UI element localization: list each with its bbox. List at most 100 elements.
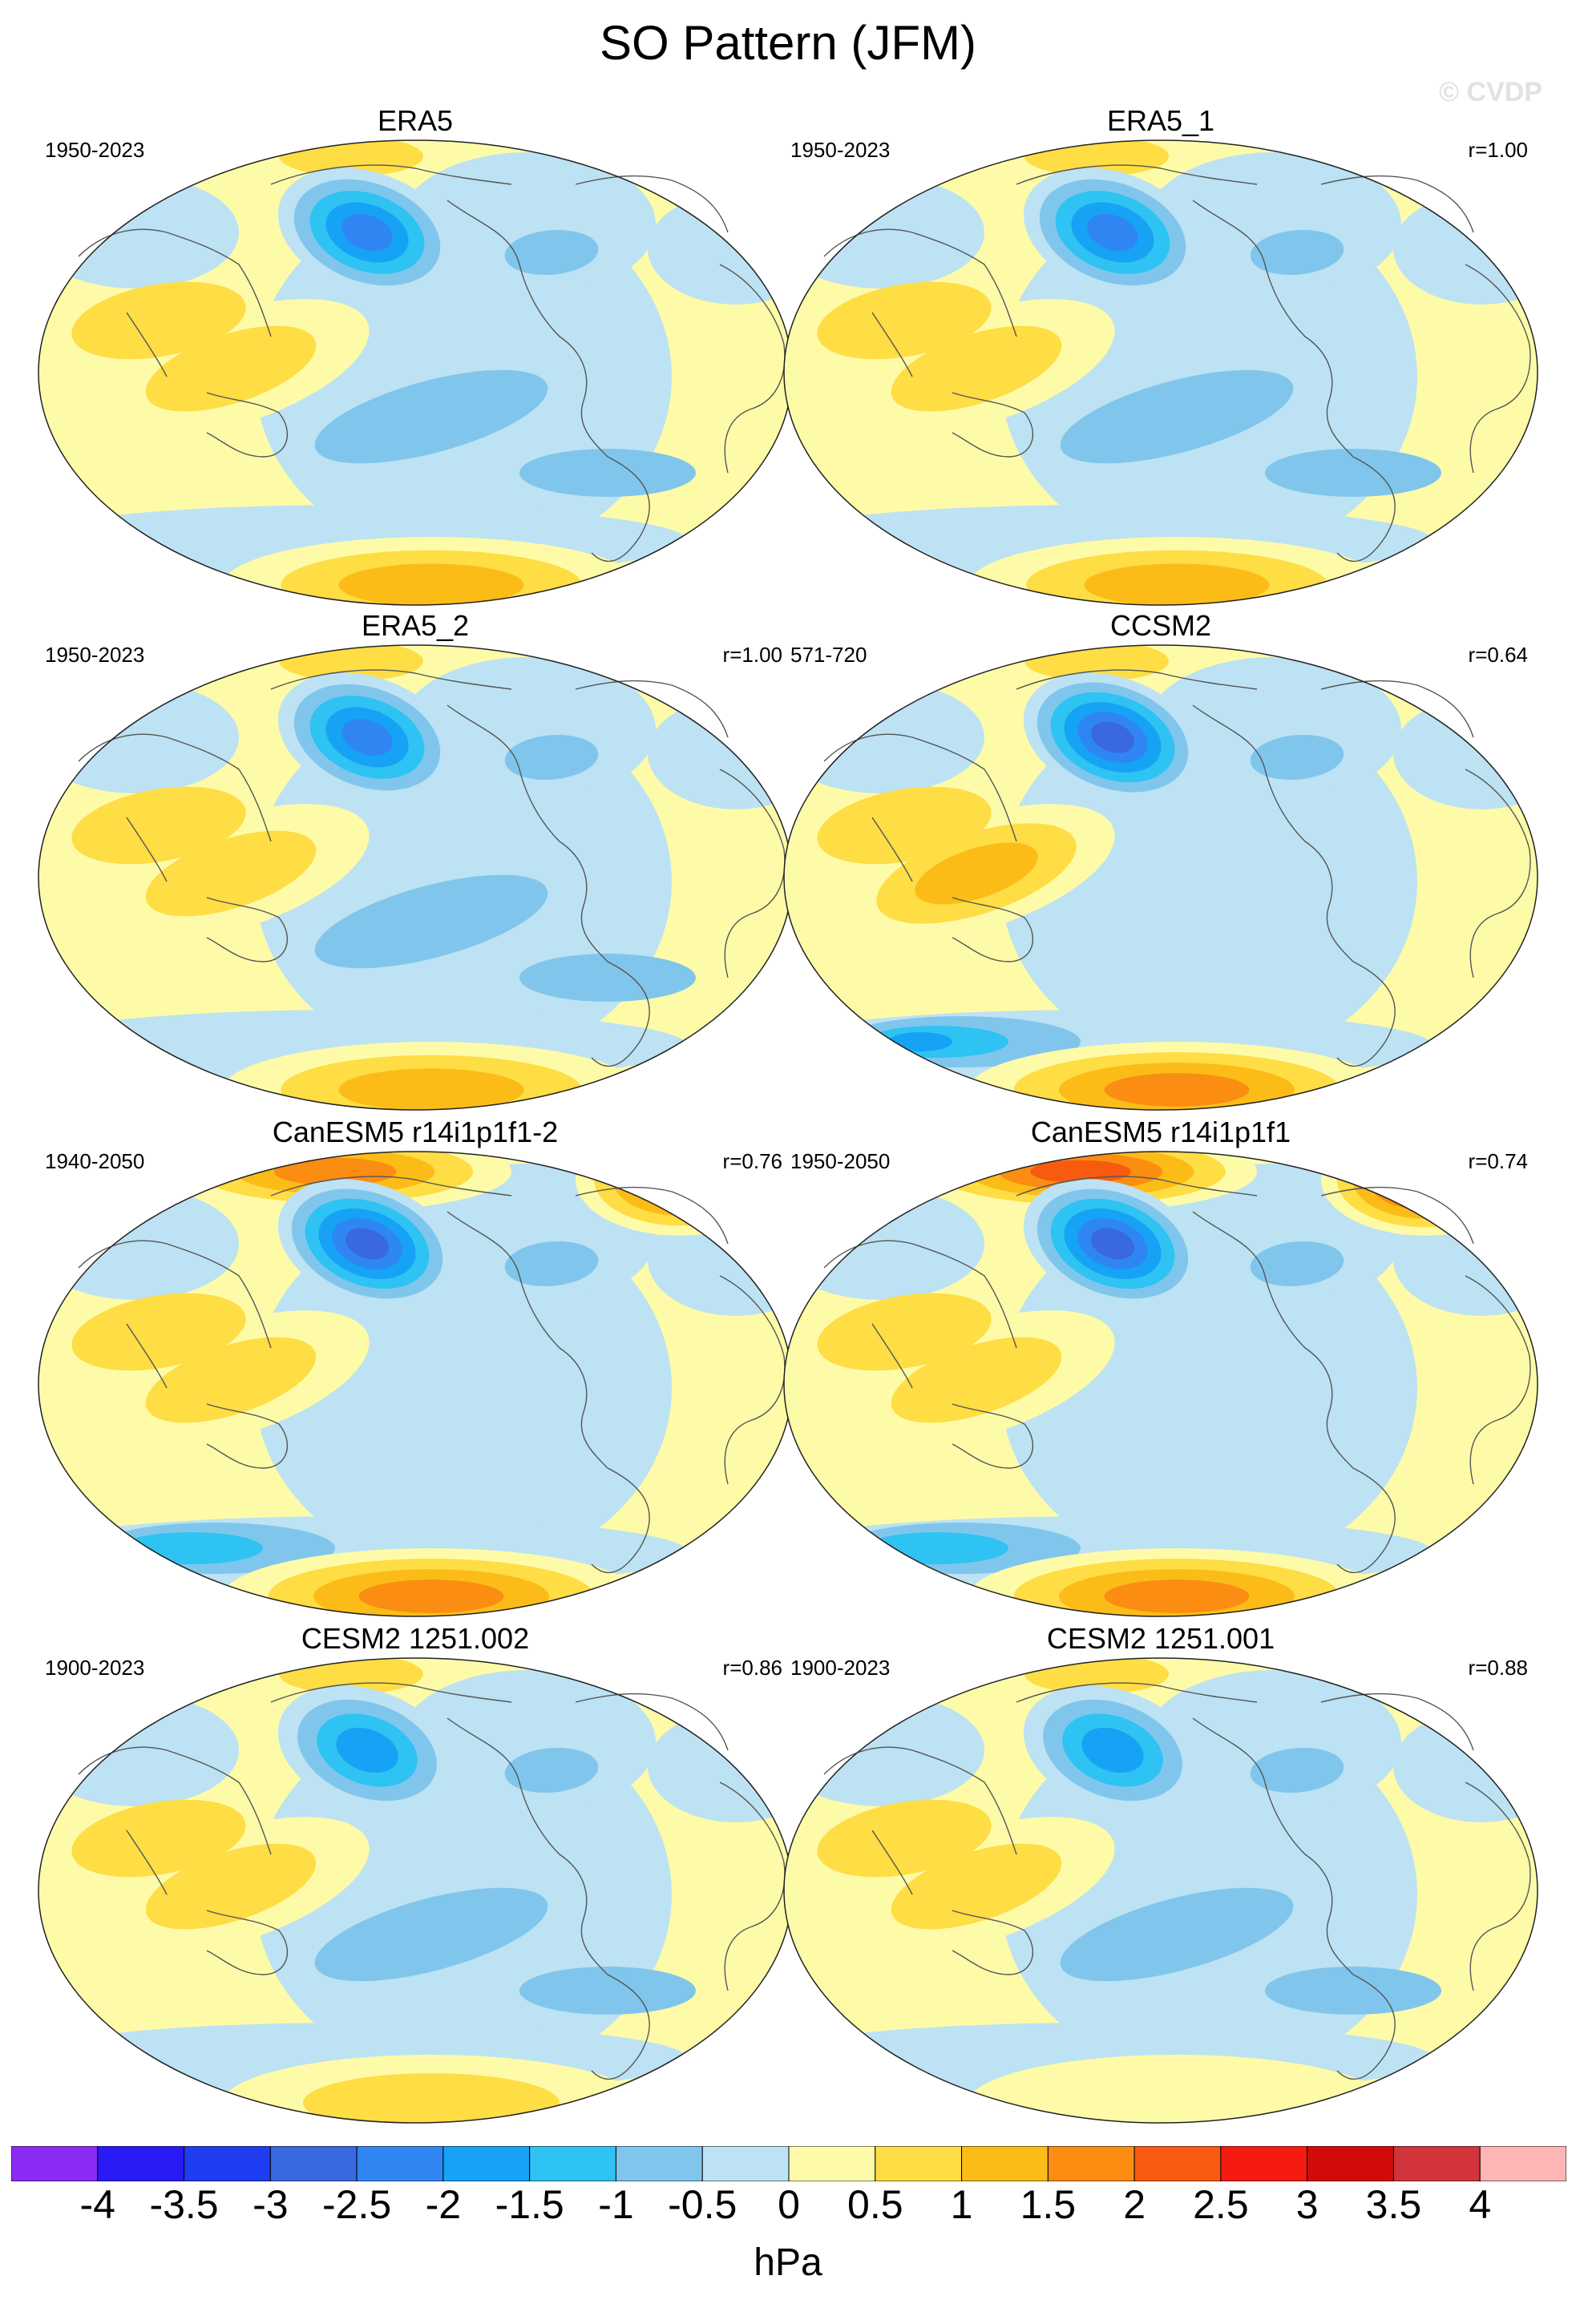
southern-high-level-3 [1084, 563, 1270, 605]
arctic-high-east-level-4 [631, 1153, 729, 1206]
colorbar [11, 2146, 1566, 2181]
south-atlantic-low [519, 449, 696, 497]
map-outline [783, 644, 1538, 1111]
coastline [719, 1275, 786, 1485]
colorbar-tick-label: -1.5 [495, 2182, 564, 2227]
asia-high [817, 786, 992, 865]
colorbar-segment [1134, 2146, 1222, 2181]
coastline [952, 1910, 1033, 1975]
indo-pacific-high-level-2 [891, 1843, 1062, 1930]
north-atlantic-low-level-2 [1250, 1241, 1344, 1287]
coastline [952, 392, 1033, 458]
south-atlantic-low [1265, 1967, 1441, 2015]
southern-ocean-low-core [119, 1532, 263, 1564]
panel-years: 1950-2050 [790, 1149, 891, 1173]
colorbar-tick-label: 3.5 [1365, 2182, 1422, 2227]
colorbar-tick-label: 0 [778, 2182, 800, 2227]
colorbar-tick-label: 3 [1295, 2182, 1319, 2227]
coastline [126, 1323, 168, 1389]
south-pacific-ring [1060, 369, 1294, 464]
map-canvas [38, 139, 793, 606]
coastline [270, 669, 512, 690]
southern-high-level-1 [968, 2055, 1385, 2123]
southern-high-level-4 [1104, 1580, 1250, 1613]
eurasia-field [784, 1694, 984, 1806]
eurasia-field [38, 176, 239, 288]
coastlines [823, 1176, 1531, 1573]
coastline [447, 200, 608, 458]
southern-high-level-2 [303, 2073, 560, 2123]
colorbar-segment [701, 2146, 790, 2181]
coastline [575, 1186, 729, 1245]
indo-pacific-high-level-2 [145, 1843, 317, 1930]
coastline [871, 817, 913, 882]
colorbar-segment [442, 2146, 531, 2181]
map-outline [783, 1657, 1538, 2124]
colorbar-tick-label: -4 [79, 2182, 115, 2227]
coastline [1336, 1974, 1396, 2080]
north-atlantic-low-level-2 [504, 734, 599, 781]
aleutian-low-level-5 [1087, 213, 1138, 252]
coastline [1192, 1211, 1354, 1469]
coastline [1320, 680, 1474, 738]
southern-high-level-4 [1104, 1073, 1250, 1107]
north-atlantic-low-level-2 [1250, 734, 1344, 781]
colorbar-segment [97, 2146, 185, 2181]
north-atlantic-low-level-2 [504, 1241, 599, 1287]
south-pacific-ring [314, 874, 548, 969]
panel-years: 1950-2023 [45, 643, 145, 667]
asia-high [71, 1293, 246, 1371]
coastline [1336, 1467, 1396, 1573]
arctic-high-east-level-4 [1368, 1152, 1482, 1211]
coastline [591, 456, 650, 562]
coastline [575, 175, 729, 233]
coastline [447, 1717, 608, 1975]
map-outline [783, 1151, 1538, 1617]
panel-title: ERA5_2 [361, 609, 470, 642]
colorbar-tick-label: 0.5 [847, 2182, 903, 2227]
arctic-high-east-level-5 [649, 1164, 710, 1196]
coastline [591, 1974, 650, 2080]
coastline [1192, 200, 1354, 458]
colorbar-segment [1307, 2146, 1394, 2181]
indo-pacific-high-level-2 [891, 325, 1062, 412]
coastline [1465, 264, 1531, 474]
asia-high [817, 281, 992, 360]
panel-years: 1900-2023 [790, 1656, 891, 1680]
southern-ocean-low-max [888, 1032, 952, 1051]
north-atlantic-low-level-2 [504, 229, 599, 276]
pattern-correlation: r=0.74 [1468, 1149, 1528, 1173]
map-canvas [783, 644, 1538, 1111]
colorbar-segment [11, 2146, 99, 2181]
coastline [1320, 1186, 1474, 1245]
panel-title: CESM2 1251.002 [301, 1622, 530, 1655]
map-canvas [783, 1151, 1538, 1617]
southern-high-level-3 [338, 1068, 524, 1110]
aleutian-low-level-4 [1081, 1727, 1144, 1773]
map-canvas [38, 1657, 793, 2124]
colorbar-segment [269, 2146, 358, 2181]
southern-high-level-3 [338, 563, 524, 605]
coastline [823, 1746, 1017, 1855]
map-panel: ERA5 1950-2023 [30, 104, 800, 625]
map-canvas [783, 1657, 1538, 2124]
coastline [126, 1830, 168, 1895]
colorbar-tick-label: -3 [253, 2182, 289, 2227]
colorbar-segment [1220, 2146, 1308, 2181]
map-panel: ERA5_1 1950-2023 r=1.00 [776, 104, 1546, 625]
coastline [1192, 1717, 1354, 1975]
colorbar-segment [1047, 2146, 1135, 2181]
map-canvas [38, 644, 793, 1111]
coastlines [823, 164, 1531, 562]
coastline [575, 680, 729, 738]
coastline [1465, 1781, 1531, 1991]
coastline [78, 733, 272, 842]
coastline [823, 228, 1017, 337]
coastline [719, 1781, 786, 1991]
arctic-high-west-level-4 [273, 1157, 397, 1186]
coastline [126, 817, 168, 882]
colorbar-ticks: -4 -3.5 -3 -2.5 -2 -1.5 -1 -0.5 0 0.5 1 1.5 2 2.5 3 3.5… [0, 2181, 1576, 2237]
coastline [1336, 961, 1396, 1067]
pattern-correlation: r=1.00 [722, 643, 782, 667]
colorbar-segment [961, 2146, 1049, 2181]
